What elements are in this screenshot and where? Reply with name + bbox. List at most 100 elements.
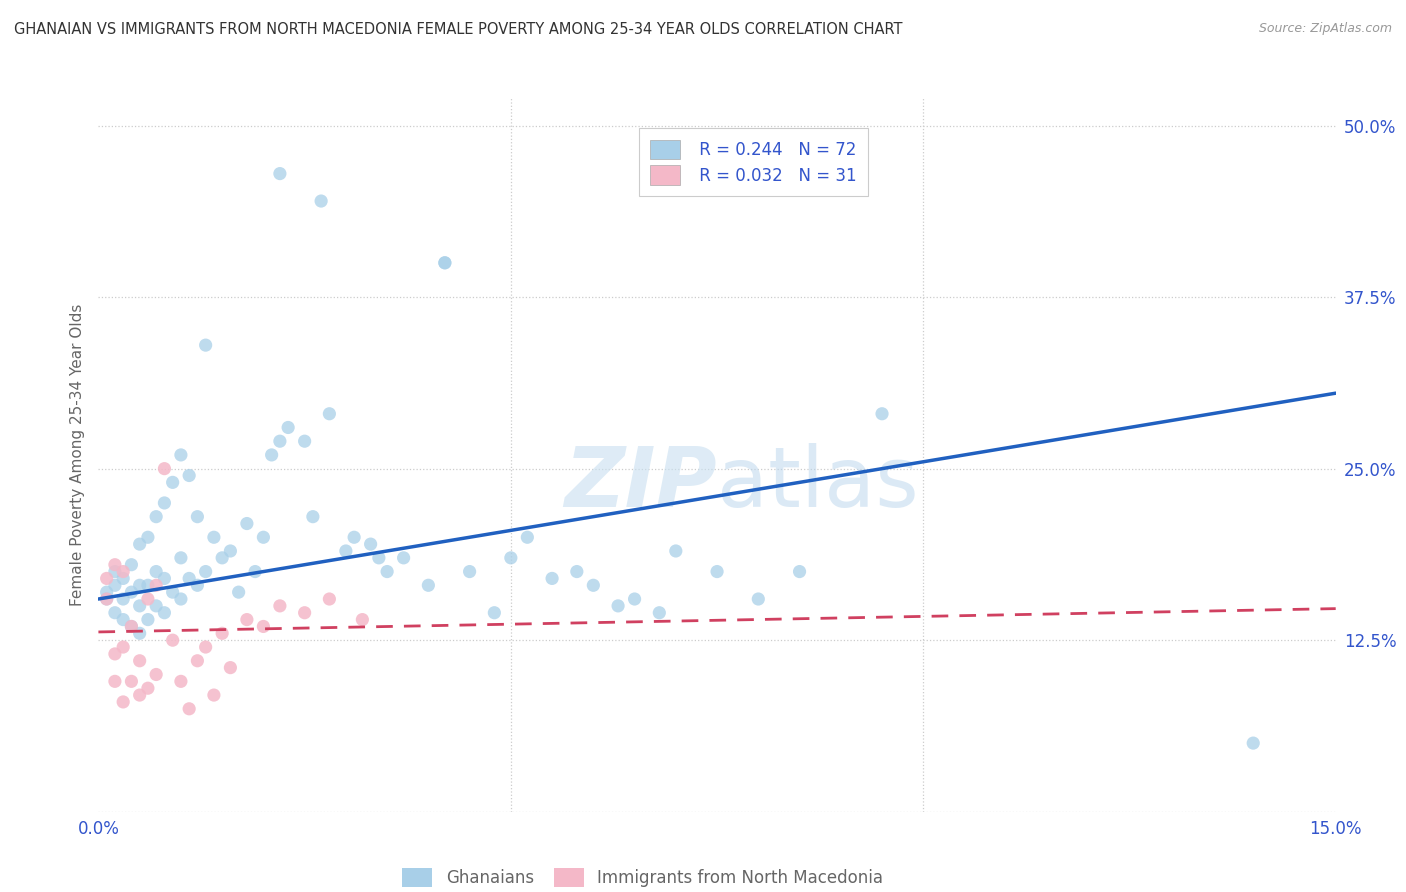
Point <box>136 578 159 592</box>
Text: GHANAIAN VS IMMIGRANTS FROM NORTH MACEDONIA FEMALE POVERTY AMONG 25-34 YEAR OLDS: GHANAIAN VS IMMIGRANTS FROM NORTH MACEDO… <box>14 22 903 37</box>
Point <box>153 461 176 475</box>
Point <box>211 550 233 565</box>
Point <box>170 448 193 462</box>
Point <box>186 578 208 592</box>
Point <box>136 530 159 544</box>
Point <box>153 496 176 510</box>
Point <box>458 565 481 579</box>
Point <box>112 571 135 585</box>
Text: atlas: atlas <box>717 443 918 524</box>
Point <box>153 606 176 620</box>
Point <box>318 407 340 421</box>
Point <box>96 592 118 607</box>
Point <box>96 571 118 585</box>
Point <box>360 537 382 551</box>
Point <box>136 592 159 607</box>
Point <box>260 448 283 462</box>
Point <box>120 585 142 599</box>
Point <box>318 592 340 607</box>
Point <box>219 544 242 558</box>
Point <box>186 509 208 524</box>
Point <box>104 606 127 620</box>
Point <box>375 565 398 579</box>
Point <box>243 565 266 579</box>
Point <box>367 550 389 565</box>
Point <box>202 688 225 702</box>
Point <box>112 613 135 627</box>
Point <box>565 565 588 579</box>
Point <box>294 434 316 449</box>
Point <box>309 194 332 208</box>
Point <box>202 530 225 544</box>
Point <box>145 578 167 592</box>
Point <box>269 167 291 181</box>
Point <box>343 530 366 544</box>
Text: ZIP: ZIP <box>564 443 717 524</box>
Point <box>104 674 127 689</box>
Point <box>1241 736 1264 750</box>
Point <box>179 571 201 585</box>
Point <box>96 585 118 599</box>
Point <box>120 619 142 633</box>
Point <box>120 619 142 633</box>
Point <box>112 640 135 654</box>
Point <box>112 592 135 607</box>
Point <box>352 613 374 627</box>
Point <box>433 256 456 270</box>
Point <box>104 565 127 579</box>
Point <box>179 702 201 716</box>
Point <box>145 565 167 579</box>
Point <box>194 640 217 654</box>
Point <box>96 592 118 607</box>
Point <box>136 681 159 696</box>
Point <box>194 338 217 352</box>
Point <box>120 558 142 572</box>
Point <box>582 578 605 592</box>
Point <box>186 654 208 668</box>
Point <box>104 558 127 572</box>
Point <box>789 565 811 579</box>
Point <box>484 606 506 620</box>
Point <box>516 530 538 544</box>
Point <box>136 613 159 627</box>
Point <box>294 606 316 620</box>
Point <box>392 550 415 565</box>
Point <box>104 578 127 592</box>
Point <box>706 565 728 579</box>
Point <box>170 674 193 689</box>
Point <box>128 626 150 640</box>
Point <box>433 256 456 270</box>
Point <box>252 530 274 544</box>
Point <box>499 550 522 565</box>
Point <box>870 407 893 421</box>
Point <box>269 434 291 449</box>
Point <box>128 537 150 551</box>
Point <box>128 688 150 702</box>
Point <box>112 565 135 579</box>
Point <box>194 565 217 579</box>
Point <box>162 633 184 648</box>
Point <box>162 585 184 599</box>
Point <box>623 592 645 607</box>
Point <box>648 606 671 620</box>
Point <box>112 695 135 709</box>
Point <box>418 578 440 592</box>
Point <box>170 550 193 565</box>
Legend: Ghanaians, Immigrants from North Macedonia: Ghanaians, Immigrants from North Macedon… <box>394 859 891 892</box>
Point <box>252 619 274 633</box>
Point <box>277 420 299 434</box>
Point <box>228 585 250 599</box>
Point <box>211 626 233 640</box>
Point <box>236 516 259 531</box>
Point <box>145 599 167 613</box>
Point <box>104 647 127 661</box>
Point <box>236 613 259 627</box>
Text: Source: ZipAtlas.com: Source: ZipAtlas.com <box>1258 22 1392 36</box>
Point <box>179 468 201 483</box>
Point <box>219 660 242 674</box>
Point <box>120 674 142 689</box>
Point <box>541 571 564 585</box>
Point <box>153 571 176 585</box>
Point <box>162 475 184 490</box>
Point <box>269 599 291 613</box>
